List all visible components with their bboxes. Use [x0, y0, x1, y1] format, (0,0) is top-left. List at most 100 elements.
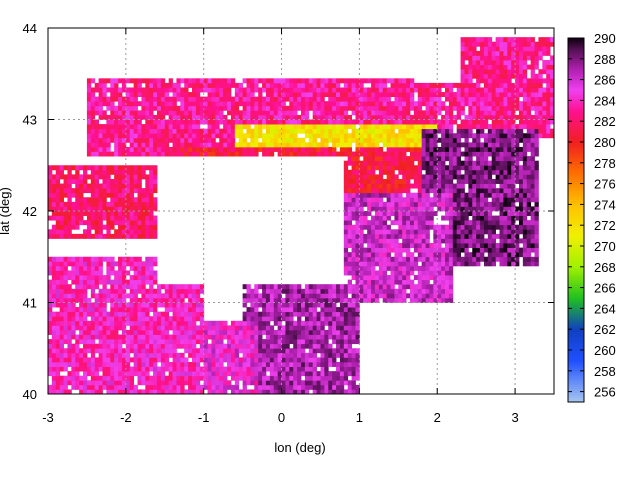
data-cell [199, 128, 205, 134]
data-cell [176, 110, 181, 116]
data-cell [347, 114, 352, 120]
data-cell [433, 275, 438, 281]
data-cell [254, 114, 259, 120]
data-cell [398, 197, 403, 203]
data-cell [452, 192, 458, 198]
data-cell [118, 371, 123, 377]
data-cell [421, 119, 426, 125]
data-cell [281, 343, 286, 349]
data-cell [433, 247, 438, 253]
data-cell [129, 380, 135, 386]
data-cell [219, 137, 224, 143]
data-cell [172, 293, 177, 299]
data-cell [86, 339, 92, 345]
data-cell [145, 256, 150, 262]
data-cell [429, 151, 434, 157]
data-cell [180, 339, 185, 345]
data-cell [145, 119, 150, 125]
data-cell [238, 348, 244, 354]
data-cell [406, 229, 411, 235]
data-cell [526, 220, 532, 226]
data-cell [515, 238, 520, 244]
data-cell [121, 174, 127, 180]
data-cell [86, 211, 92, 216]
data-cell [495, 169, 500, 175]
data-cell [106, 256, 111, 262]
data-cell [98, 146, 103, 152]
data-cell [48, 366, 53, 372]
data-cell [507, 105, 512, 111]
data-cell [98, 188, 103, 194]
data-cell [71, 288, 76, 294]
data-cell [371, 279, 376, 285]
data-cell [133, 101, 138, 107]
data-cell [121, 297, 127, 303]
data-cell [452, 174, 458, 180]
data-cell [75, 325, 80, 331]
data-cell [429, 215, 434, 221]
data-cell [530, 215, 535, 221]
data-cell [511, 142, 516, 148]
data-cell [153, 348, 158, 354]
data-cell [79, 183, 84, 189]
data-cell [499, 119, 504, 125]
data-cell [301, 380, 306, 386]
data-cell [468, 188, 473, 194]
data-cell [118, 192, 123, 198]
data-cell [172, 101, 177, 107]
data-cell [277, 384, 282, 390]
data-cell [133, 270, 138, 276]
data-cell [324, 110, 329, 116]
data-cell [110, 206, 115, 212]
data-cell [324, 146, 329, 152]
data-cell [250, 357, 255, 363]
data-cell [153, 320, 158, 326]
data-cell [195, 105, 201, 111]
data-cell [518, 128, 524, 134]
data-cell [421, 261, 426, 267]
data-cell [355, 339, 360, 345]
data-cell [382, 151, 388, 157]
data-cell [413, 174, 419, 180]
data-cell [184, 357, 189, 363]
data-cell [160, 293, 166, 299]
data-cell [106, 320, 111, 326]
data-cell [437, 169, 442, 175]
data-cell [114, 361, 119, 367]
data-cell [320, 284, 325, 290]
data-cell [98, 183, 103, 189]
data-cell [499, 233, 504, 239]
data-cell [339, 293, 345, 299]
data-cell [390, 206, 395, 212]
data-cell [79, 329, 84, 335]
data-cell [55, 311, 61, 317]
data-cell [141, 380, 146, 386]
data-cell [156, 389, 162, 394]
data-cell [324, 302, 329, 308]
data-cell [351, 384, 356, 390]
data-cell [172, 128, 177, 134]
data-cell [67, 320, 72, 326]
data-cell [347, 183, 352, 189]
data-cell [246, 361, 251, 367]
data-cell [460, 105, 465, 111]
data-cell [526, 233, 532, 239]
data-cell [491, 252, 497, 258]
data-cell [452, 165, 458, 171]
data-cell [351, 151, 356, 157]
data-cell [63, 366, 68, 372]
data-cell [145, 265, 150, 271]
data-cell [374, 215, 380, 221]
data-cell [386, 215, 391, 221]
data-cell [114, 297, 119, 303]
data-cell [94, 137, 99, 143]
data-cell [281, 384, 286, 390]
data-cell [129, 165, 135, 171]
data-cell [359, 288, 364, 294]
data-cell [332, 311, 337, 317]
data-cell [355, 316, 360, 322]
data-cell [118, 165, 123, 171]
data-cell [86, 188, 92, 194]
data-cell [308, 302, 314, 308]
data-cell [98, 192, 103, 198]
